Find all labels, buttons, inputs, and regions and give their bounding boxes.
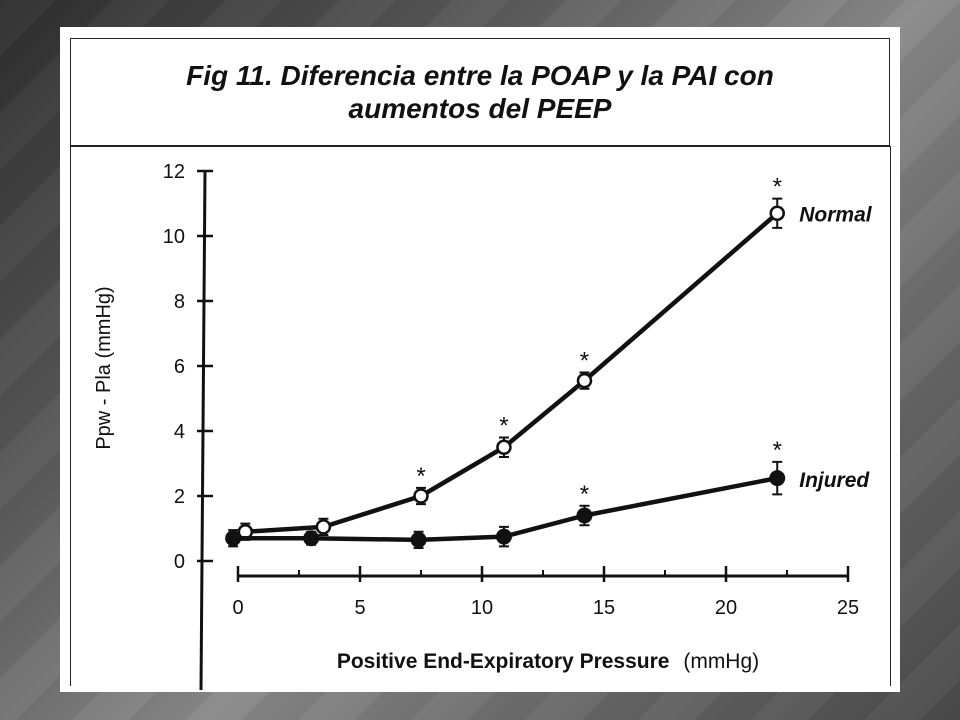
data-point-injured	[576, 507, 593, 524]
figure-title-box: Fig 11. Diferencia entre la POAP y la PA…	[70, 38, 890, 146]
significance-marker-normal: *	[416, 463, 425, 490]
panel-border-left	[70, 146, 71, 686]
y-tick-label-4: 4	[174, 421, 185, 443]
data-point-normal	[413, 488, 429, 504]
x-tick-label-10: 10	[471, 597, 493, 619]
x-axis-label-main: Positive End-Expiratory Pressure	[337, 650, 670, 673]
data-point-normal	[496, 439, 512, 455]
series-injured: * * Injured	[225, 437, 870, 549]
x-axis-label: Positive End-Expiratory Pressure (mmHg)	[337, 650, 759, 673]
series-line-injured	[233, 475, 778, 543]
significance-marker-normal: *	[580, 348, 589, 375]
series-line-normal	[245, 211, 779, 534]
series-label-normal: Normal	[799, 203, 873, 226]
y-tick-label-12: 12	[163, 161, 185, 183]
data-point-injured	[495, 528, 512, 545]
x-tick-label-15: 15	[593, 597, 615, 619]
y-tick-label-6: 6	[174, 356, 185, 378]
data-point-normal	[315, 519, 332, 535]
series-normal: * * * * Normal	[237, 174, 873, 541]
figure-title-line-2: aumentos del PEEP	[348, 93, 612, 124]
y-tick-label-0: 0	[174, 551, 185, 573]
significance-marker-injured: *	[773, 437, 782, 464]
figure-panel: Fig 11. Diferencia entre la POAP y la PA…	[60, 27, 900, 692]
data-point-normal	[576, 372, 593, 389]
title-divider	[70, 146, 890, 147]
figure-title-line-1: Fig 11. Diferencia entre la POAP y la PA…	[186, 60, 774, 91]
significance-marker-injured: *	[580, 481, 589, 508]
axes-group: 0 2 4 6 8 10 12 0 5 10 15 20 25	[163, 161, 859, 691]
x-tick-label-5: 5	[354, 597, 365, 619]
data-point-injured	[410, 531, 427, 548]
x-axis-label-unit: (mmHg)	[683, 650, 759, 673]
series-group: * * * * Normal * * Injured	[225, 174, 873, 549]
significance-marker-normal: *	[773, 174, 782, 201]
y-tick-label-2: 2	[174, 486, 185, 508]
series-label-injured: Injured	[799, 469, 870, 492]
significance-marker-normal: *	[499, 413, 508, 440]
x-tick-label-20: 20	[715, 597, 737, 619]
x-tick-label-0: 0	[232, 597, 243, 619]
x-tick-label-25: 25	[837, 597, 859, 619]
data-point-injured	[769, 470, 786, 487]
data-point-injured	[303, 530, 320, 547]
panel-border-right	[890, 146, 891, 686]
data-point-injured	[225, 530, 242, 547]
y-tick-label-8: 8	[174, 291, 185, 313]
data-point-normal	[769, 205, 785, 221]
y-axis-label: Ppw - Pla (mmHg)	[93, 286, 115, 449]
y-tick-label-10: 10	[163, 226, 185, 248]
